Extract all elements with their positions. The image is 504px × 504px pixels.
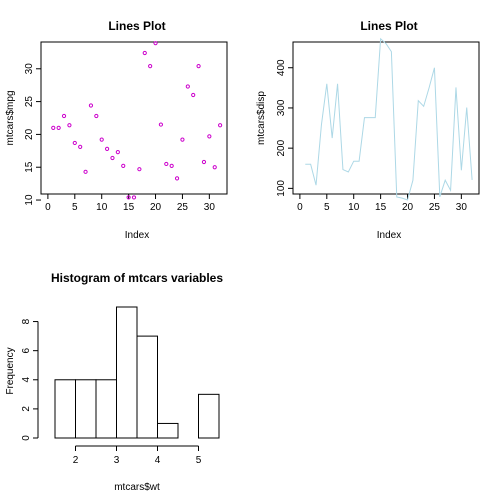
x-tick-label: 10 [96, 202, 108, 213]
data-point [104, 146, 110, 151]
x-tick-label: 20 [150, 202, 162, 213]
histogram-bar [75, 379, 97, 439]
data-point [72, 140, 77, 146]
chart-title: Lines Plot [108, 19, 165, 33]
histogram-bar [116, 306, 138, 439]
histogram-bar [198, 393, 220, 439]
data-point [61, 113, 67, 119]
y-tick-label: 2 [21, 406, 32, 412]
y-tick-label: 25 [24, 96, 35, 108]
data-point [201, 159, 207, 165]
y-tick-label: 30 [24, 63, 35, 75]
x-tick-label: 0 [297, 202, 303, 213]
y-tick-label: 8 [21, 318, 32, 324]
y-tick-label: 300 [276, 99, 287, 116]
histogram-bar [157, 422, 179, 439]
data-point [180, 137, 185, 142]
data-point [196, 64, 201, 69]
x-tick-label: 5 [72, 202, 78, 213]
histogram-bar [136, 335, 158, 439]
x-axis-label: Index [377, 230, 401, 241]
x-tick-label: 20 [402, 202, 414, 213]
x-tick-label: 5 [196, 455, 202, 466]
x-tick-label: 0 [45, 202, 51, 213]
panel-mpg-scatter: Lines Plot Index mtcars$mpg 0 5 10 15 20 25 30… [5, 19, 228, 241]
series-line [305, 37, 473, 201]
y-axis-label: Frequency [5, 347, 16, 394]
chart-title: Histogram of mtcars variables [51, 271, 223, 285]
x-tick-label: 10 [348, 202, 360, 213]
histogram-bar [95, 379, 117, 439]
x-axis-label: mtcars$wt [114, 482, 160, 493]
histogram-bar [54, 379, 76, 439]
plot-box [292, 41, 480, 195]
data-point [51, 125, 56, 130]
y-tick-label: 6 [21, 347, 32, 353]
x-tick-label: 5 [324, 202, 330, 213]
data-point [174, 176, 180, 181]
y-tick-label: 100 [276, 180, 287, 197]
x-axis-label: Index [125, 230, 149, 241]
x-tick-label: 3 [114, 455, 120, 466]
data-point [131, 195, 137, 200]
data-point [148, 64, 153, 69]
data-point [207, 134, 212, 139]
data-point [67, 123, 72, 128]
data-point [218, 123, 223, 128]
data-point [83, 169, 88, 174]
data-point [153, 41, 158, 46]
data-point [191, 92, 196, 98]
data-point [185, 84, 190, 89]
y-tick-label: 4 [21, 377, 32, 383]
y-axis-label: mtcars$mpg [5, 90, 16, 145]
y-tick-label: 15 [24, 161, 35, 173]
plot-box [40, 41, 228, 195]
y-tick-label: 400 [276, 59, 287, 76]
x-tick-label: 30 [456, 202, 468, 213]
data-point [110, 155, 115, 161]
data-point [126, 195, 131, 200]
x-tick-label: 15 [123, 202, 135, 213]
x-tick-label: 25 [177, 202, 189, 213]
x-tick-label: 4 [155, 455, 161, 466]
data-point [56, 125, 61, 130]
data-point [115, 150, 120, 155]
x-tick-label: 30 [204, 202, 216, 213]
data-point [169, 163, 174, 169]
y-tick-label: 20 [24, 128, 35, 140]
y-axis-label: mtcars$disp [256, 91, 267, 145]
data-point [88, 103, 94, 108]
y-tick-label: 0 [21, 435, 32, 441]
chart-title: Lines Plot [360, 19, 417, 33]
data-point [137, 167, 142, 172]
data-point [94, 113, 99, 119]
panel-disp-line: Lines Plot Index mtcars$disp 0 5 10 15 20 25 3… [256, 19, 480, 241]
y-tick-label: 200 [276, 139, 287, 156]
x-tick-label: 2 [73, 455, 79, 466]
data-point [99, 137, 104, 142]
x-tick-label: 25 [429, 202, 441, 213]
data-point [158, 122, 164, 127]
data-point [212, 165, 217, 170]
data-point [121, 163, 126, 169]
x-tick-label: 15 [375, 202, 387, 213]
data-point [142, 50, 147, 56]
panel-wt-histogram: Histogram of mtcars variables mtcars$wt … [5, 271, 223, 493]
y-tick-label: 10 [24, 194, 35, 206]
data-point [78, 144, 83, 149]
data-point [164, 161, 169, 167]
